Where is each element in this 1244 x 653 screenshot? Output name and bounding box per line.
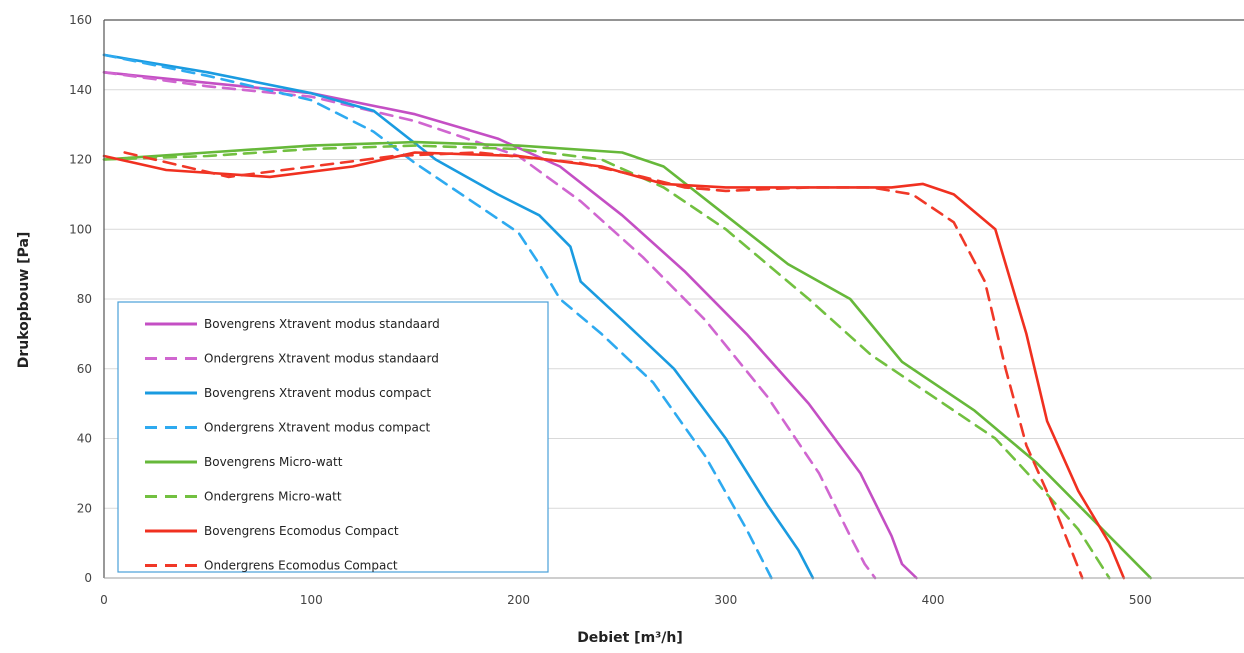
legend-label-3: Bovengrens Xtravent modus compact <box>204 386 431 400</box>
legend-label-6: Ondergrens Micro-watt <box>204 490 342 504</box>
y-tick-label: 80 <box>77 292 92 306</box>
legend-items: Bovengrens Xtravent modus standaard Onder… <box>145 317 440 573</box>
series-lines <box>102 53 1152 580</box>
legend-label-7: Bovengrens Ecomodus Compact <box>204 524 399 538</box>
axes <box>103 19 1244 579</box>
y-tick-labels: 0 20 40 60 80 100 120 140 160 <box>69 13 92 585</box>
x-tick-label: 100 <box>300 593 323 607</box>
y-tick-label: 60 <box>77 362 92 376</box>
series-line-4 <box>102 53 773 580</box>
x-tick-label: 200 <box>507 593 530 607</box>
x-tick-labels: 0 100 200 300 400 500 <box>100 593 1152 607</box>
legend-box <box>117 301 549 573</box>
legend-label-8: Ondergrens Ecomodus Compact <box>204 559 398 573</box>
x-tick-label: 400 <box>922 593 945 607</box>
x-tick-label: 0 <box>100 593 108 607</box>
legend-label-1: Bovengrens Xtravent modus standaard <box>204 317 440 331</box>
legend-label-2: Ondergrens Xtravent modus standaard <box>204 352 439 366</box>
series-line-6 <box>102 144 1111 580</box>
series-line-1 <box>102 71 918 580</box>
y-tick-label: 20 <box>77 501 92 515</box>
legend: Bovengrens Xtravent modus standaard Onder… <box>117 301 549 573</box>
y-axis-title: Drukopbouw [Pa] <box>16 232 32 369</box>
y-tick-label: 0 <box>84 571 92 585</box>
y-tick-label: 160 <box>69 13 92 27</box>
y-tick-label: 100 <box>69 222 92 236</box>
x-tick-label: 500 <box>1129 593 1152 607</box>
series-line-2 <box>102 71 877 580</box>
series-line-5 <box>102 140 1152 580</box>
x-axis-title: Debiet [m³/h] <box>577 630 683 646</box>
x-tick-label: 300 <box>714 593 737 607</box>
series-line-3 <box>102 53 815 580</box>
y-tick-label: 120 <box>69 153 92 167</box>
legend-label-4: Ondergrens Xtravent modus compact <box>204 421 430 435</box>
y-tick-label: 40 <box>77 432 92 446</box>
y-tick-label: 140 <box>69 83 92 97</box>
series-line-8 <box>123 151 1084 580</box>
legend-label-5: Bovengrens Micro-watt <box>204 455 343 469</box>
